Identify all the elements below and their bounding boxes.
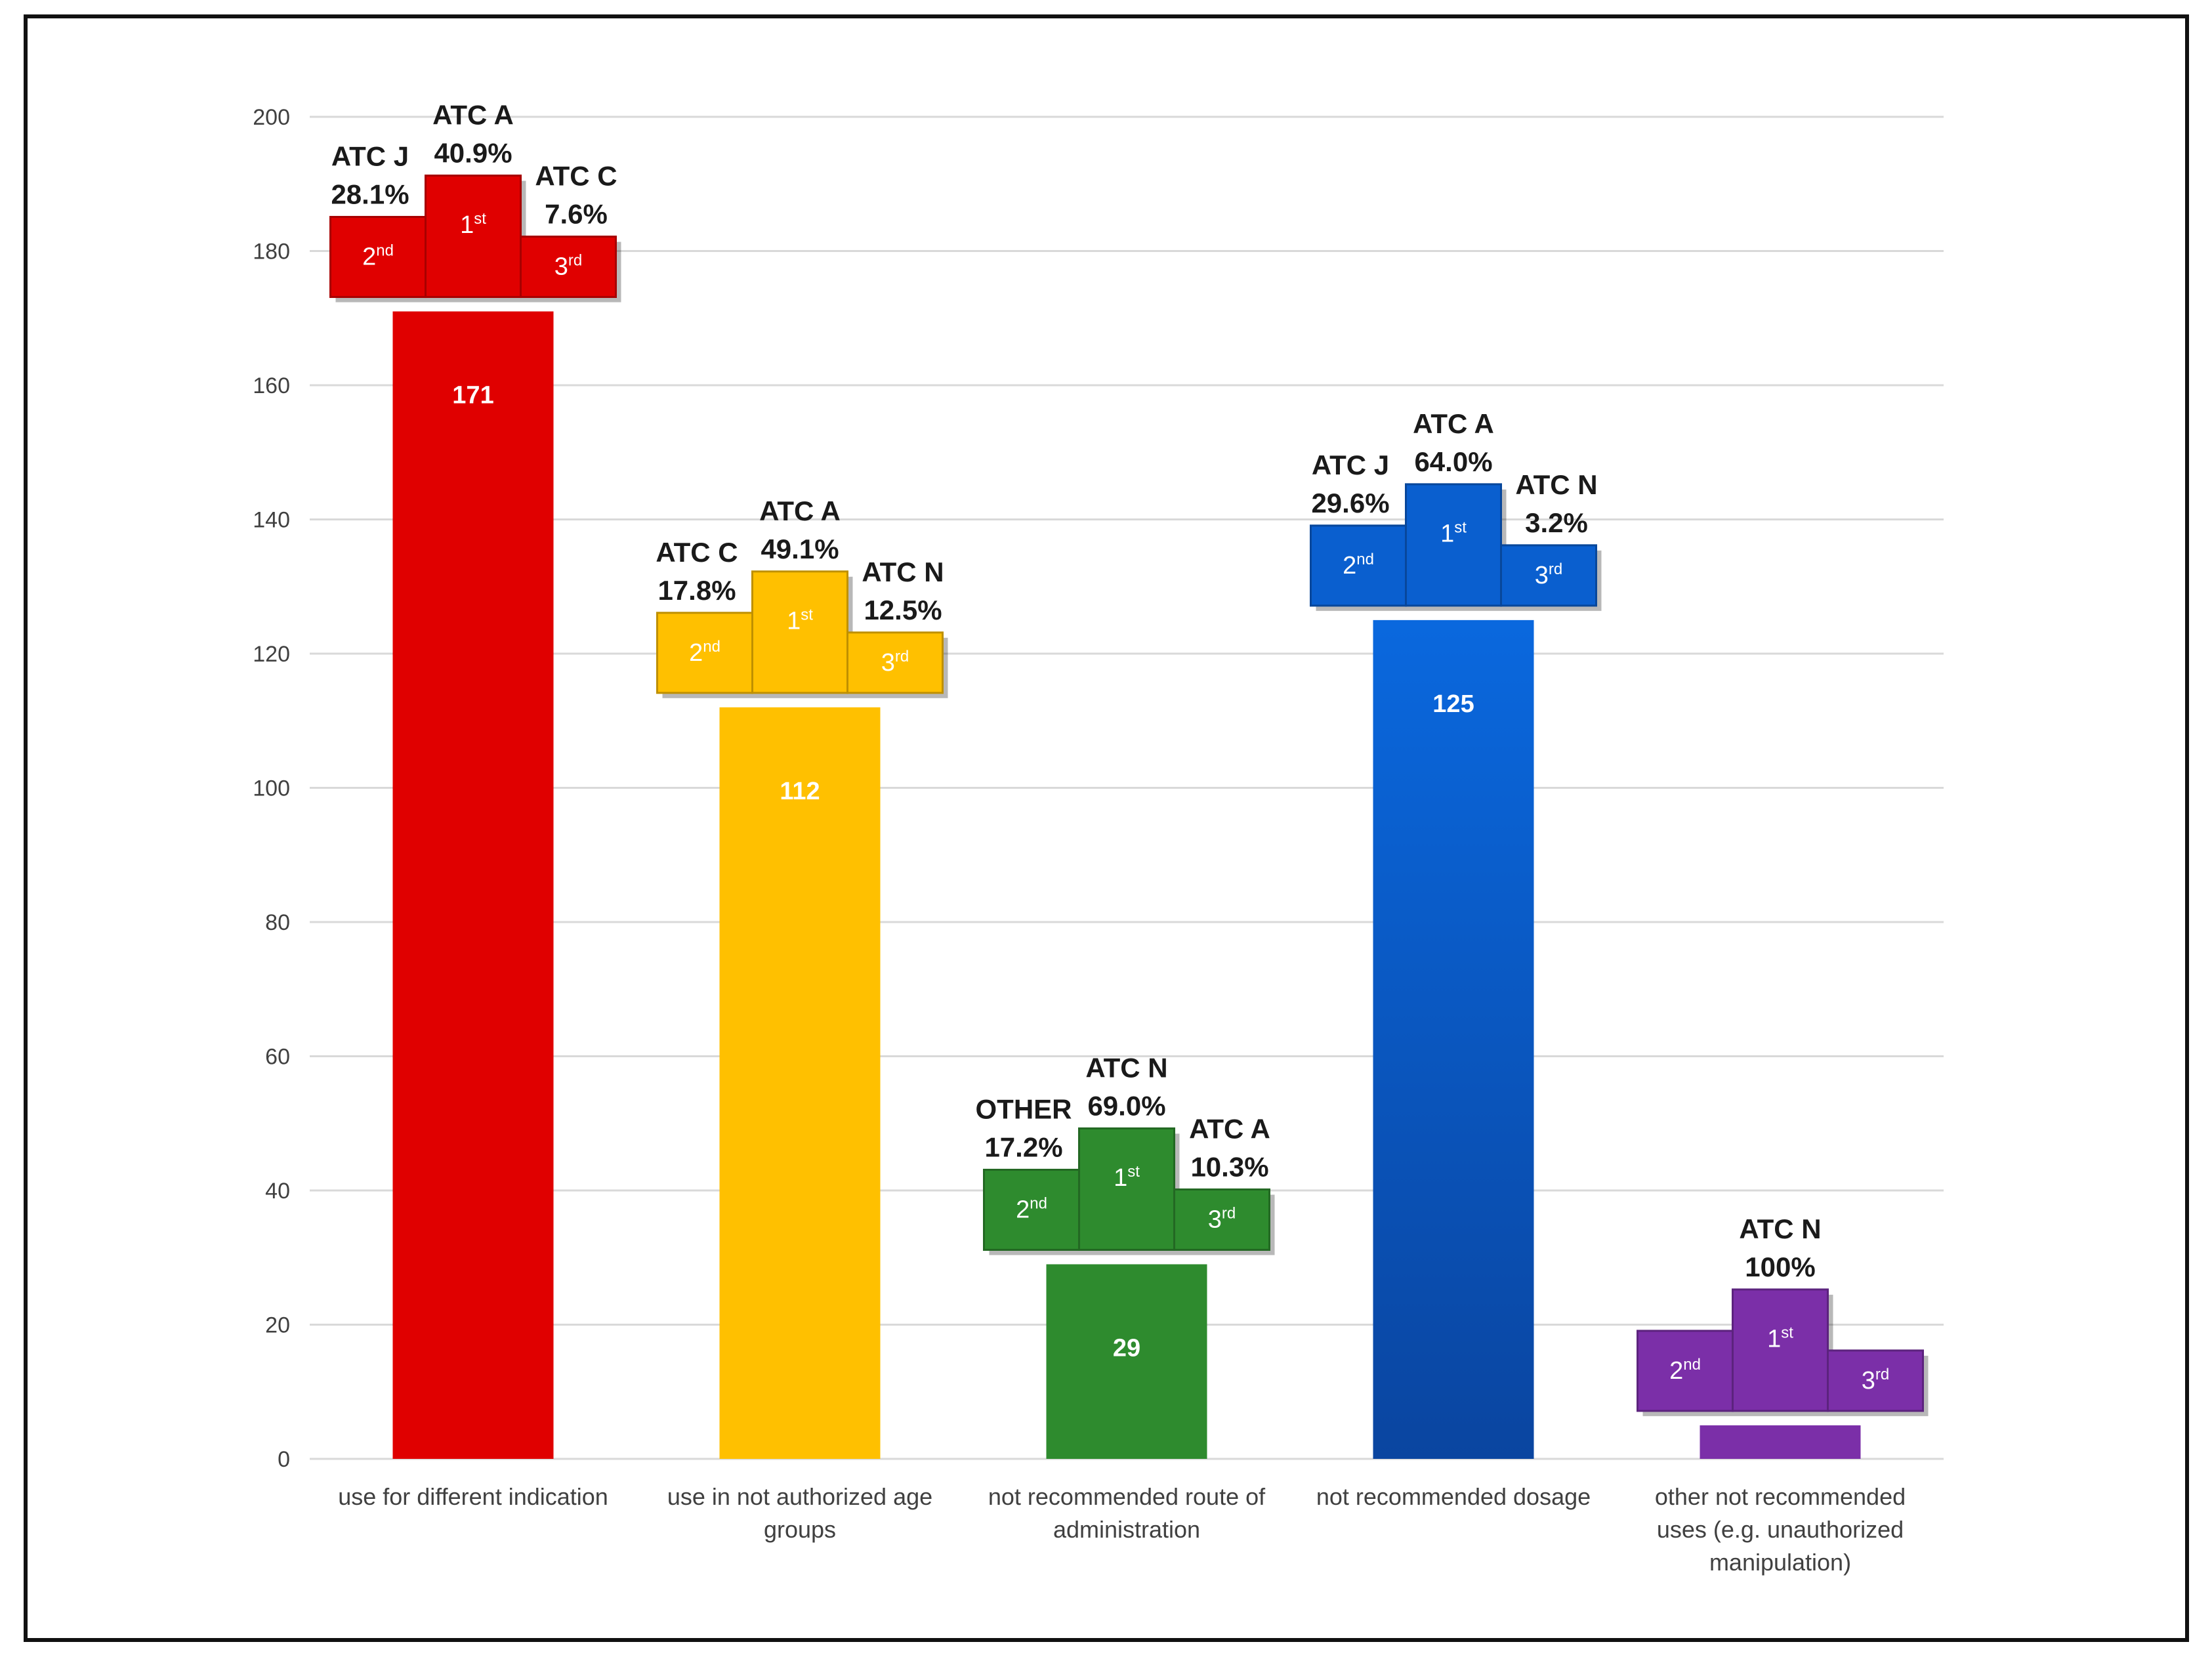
podium: 2nd 1st 3rd ATC A 49.1% ATC C 17.8% ATC N 12.5% <box>656 495 948 698</box>
bar-value-label: 171 <box>452 382 493 410</box>
gridlines <box>310 116 1944 1460</box>
category-label: other not recommended <box>1655 1483 1906 1510</box>
bar <box>1700 1425 1861 1459</box>
rank-label-second: 2nd <box>689 638 720 667</box>
y-tick-label: 80 <box>265 910 290 935</box>
bar-value-label: 29 <box>1113 1334 1140 1362</box>
rank-label-third: 3rd <box>1535 560 1562 589</box>
podium-block-third <box>1500 544 1597 607</box>
y-tick-label: 100 <box>253 776 290 801</box>
podium-third-pct: 7.6% <box>545 199 608 230</box>
category-label: uses (e.g. unauthorized <box>1657 1516 1904 1543</box>
rank-label-third: 3rd <box>1862 1366 1889 1395</box>
podium-third-pct: 3.2% <box>1525 507 1588 538</box>
y-tick-label: 140 <box>253 508 290 533</box>
podium: 2nd 1st 3rd ATC N 100% <box>1637 1213 1929 1416</box>
podium-third-atc: ATC N <box>1515 469 1597 500</box>
y-axis: 0 20 40 60 80 100 120 140 160 180 200 <box>253 105 290 1472</box>
rank-label-second: 2nd <box>1669 1356 1701 1385</box>
podium-block-first <box>1078 1127 1175 1251</box>
podium-block-first <box>751 570 848 694</box>
bar-value-label: 112 <box>780 778 820 805</box>
podium-block-third <box>846 631 944 694</box>
podium-first-atc: ATC N <box>1085 1052 1167 1083</box>
podium-first-atc: ATC N <box>1739 1213 1821 1244</box>
podium-third-pct: 10.3% <box>1190 1151 1268 1182</box>
x-axis: use for different indication use in not a… <box>338 1483 1906 1576</box>
podium-block-second <box>1310 524 1407 607</box>
category-label: administration <box>1053 1516 1200 1543</box>
podium-block-third <box>1173 1188 1270 1251</box>
podium-first-atc: ATC A <box>759 495 841 526</box>
category-label: groups <box>764 1516 836 1543</box>
y-tick-label: 0 <box>278 1447 290 1472</box>
rank-label-first: 1st <box>787 606 813 635</box>
podium-second-atc: OTHER <box>976 1093 1072 1124</box>
bar <box>1046 1264 1207 1459</box>
rank-label-first: 1st <box>1114 1163 1140 1192</box>
podium-second-atc: ATC C <box>656 537 738 568</box>
bar <box>1373 620 1534 1459</box>
rank-label-second: 2nd <box>1343 551 1374 579</box>
y-tick-label: 20 <box>265 1313 290 1338</box>
category-label: use for different indication <box>338 1483 608 1510</box>
rank-label-third: 3rd <box>1208 1204 1236 1233</box>
podium-first-pct: 100% <box>1745 1251 1815 1282</box>
podium: 2nd 1st 3rd ATC A 64.0% ATC J 29.6% ATC N 3.2% <box>1310 408 1602 611</box>
podium-first-pct: 49.1% <box>761 534 839 564</box>
bars: 171112291255 <box>392 311 1861 1459</box>
category-label: not recommended route of <box>988 1483 1266 1510</box>
podium-block-first <box>1732 1288 1829 1412</box>
podium-second-pct: 29.6% <box>1311 488 1389 518</box>
podium-block-third <box>520 236 617 299</box>
podium: 2nd 1st 3rd ATC A 40.9% ATC J 28.1% ATC C 7.6% <box>329 100 621 303</box>
rank-label-first: 1st <box>460 210 486 239</box>
bar <box>719 707 881 1459</box>
rank-label-second: 2nd <box>1016 1194 1047 1223</box>
podium-third-atc: ATC A <box>1189 1113 1270 1144</box>
y-tick-label: 200 <box>253 105 290 130</box>
podium-third-atc: ATC C <box>535 161 617 192</box>
podium-block-first <box>425 175 522 299</box>
y-tick-label: 40 <box>265 1179 290 1204</box>
podium-second-pct: 17.2% <box>984 1131 1062 1162</box>
podium-second-atc: ATC J <box>331 141 409 172</box>
podium: 2nd 1st 3rd ATC N 69.0% OTHER 17.2% ATC A 10.3% <box>976 1052 1275 1255</box>
rank-label-third: 3rd <box>881 648 909 677</box>
category-label: use in not authorized age <box>667 1483 932 1510</box>
podium-block-first <box>1405 483 1502 607</box>
y-tick-label: 160 <box>253 373 290 398</box>
bar <box>392 311 554 1459</box>
podium-first-atc: ATC A <box>432 100 514 131</box>
podium-first-pct: 40.9% <box>434 138 512 169</box>
bar-value-label: 125 <box>1432 690 1474 718</box>
podium-second-pct: 17.8% <box>657 575 736 606</box>
podium-block-third <box>1827 1349 1924 1412</box>
rank-label-first: 1st <box>1767 1324 1793 1353</box>
y-tick-label: 120 <box>253 642 290 667</box>
category-label: manipulation) <box>1709 1549 1851 1576</box>
podium-third-atc: ATC N <box>862 557 944 587</box>
podium-block-second <box>656 612 753 694</box>
podium-block-second <box>329 216 427 299</box>
podium-second-atc: ATC J <box>1312 450 1389 480</box>
podium-third-pct: 12.5% <box>864 595 942 625</box>
y-tick-label: 180 <box>253 240 290 264</box>
podium-first-atc: ATC A <box>1413 408 1494 439</box>
rank-label-third: 3rd <box>554 252 582 281</box>
podium-second-pct: 28.1% <box>331 179 409 210</box>
rank-label-second: 2nd <box>362 242 394 271</box>
category-label: not recommended dosage <box>1316 1483 1591 1510</box>
podium-first-pct: 64.0% <box>1414 446 1492 477</box>
podium-first-pct: 69.0% <box>1087 1090 1165 1121</box>
y-tick-label: 60 <box>265 1045 290 1070</box>
rank-label-first: 1st <box>1440 518 1467 547</box>
